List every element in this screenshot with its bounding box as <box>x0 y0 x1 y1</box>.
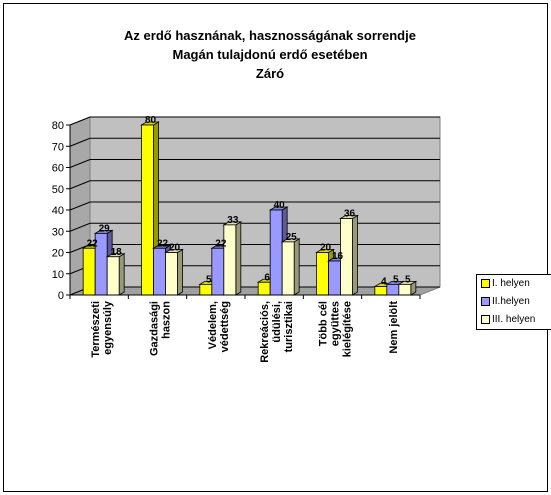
data-label: 22 <box>157 238 169 249</box>
data-label: 25 <box>286 232 298 243</box>
legend-label-2: II.helyen <box>492 296 530 307</box>
y-tick-label: 40 <box>52 205 64 217</box>
legend: I. helyen II.helyen III. helyen <box>476 274 551 330</box>
chart-title: Az erdő hasznának, hasznosságának sorren… <box>20 26 520 83</box>
x-tick-label-line: Több cél <box>318 301 330 346</box>
x-tick-label: Védelem,védettség <box>207 301 231 352</box>
x-tick-label: Több célegyütteskielégítése <box>318 301 354 357</box>
legend-label-3: III. helyen <box>492 314 536 325</box>
data-label: 5 <box>206 274 212 285</box>
bar <box>164 248 184 296</box>
y-tick-label: 50 <box>52 184 64 196</box>
bar-front <box>223 224 237 296</box>
bar-front <box>106 256 120 296</box>
bar-front <box>257 281 271 296</box>
bar-front <box>398 283 412 296</box>
bar-front <box>165 252 178 296</box>
data-label: 20 <box>169 243 181 254</box>
bar-front <box>316 252 329 296</box>
data-label: 20 <box>320 243 332 254</box>
data-label: 5 <box>405 274 411 285</box>
data-label: 40 <box>274 200 286 211</box>
legend-swatch-3 <box>481 315 490 324</box>
x-tick-label: Rekreációs,üdülési,turisztikai <box>259 301 295 363</box>
plot-background <box>69 116 441 296</box>
bar-side <box>118 253 125 296</box>
data-label: 80 <box>145 115 157 126</box>
data-label: 29 <box>99 223 111 234</box>
bar-front <box>281 241 295 296</box>
y-tick-label: 60 <box>52 163 64 175</box>
title-line-3: Záró <box>255 66 285 81</box>
x-tick-label-line: üdülési, <box>271 301 283 343</box>
gridline <box>69 201 440 211</box>
bar-front <box>211 247 225 296</box>
bar-front <box>153 247 166 296</box>
bar-front <box>141 124 154 296</box>
bar-front <box>374 286 388 296</box>
x-tick-label-line: együttes <box>330 301 342 346</box>
bar <box>397 280 418 296</box>
legend-item-3: III. helyen <box>481 314 535 328</box>
data-label: 5 <box>393 274 399 285</box>
legend-label-1: I. helyen <box>492 278 530 289</box>
title-line-2: Magán tulajdonú erdő esetében <box>172 47 368 62</box>
gridline <box>69 244 440 253</box>
bar <box>105 253 126 296</box>
y-tick-label: 30 <box>52 226 64 238</box>
legend-swatch-1 <box>481 279 490 288</box>
data-label: 22 <box>87 238 99 249</box>
title-line-1: Az erdő hasznának, hasznosságának sorren… <box>124 28 416 43</box>
data-label: 16 <box>332 251 344 262</box>
x-tick-label-line: Védelem, <box>207 301 219 349</box>
legend-swatch-2 <box>481 297 490 306</box>
x-axis: Természetiegyensúly Gazdaságihaszon Védele… <box>69 294 421 363</box>
gridline <box>69 137 440 147</box>
data-label: 6 <box>264 272 270 283</box>
y-tick-label: 20 <box>52 248 64 260</box>
data-label: 4 <box>381 277 387 288</box>
x-tick-label: Gazdaságihaszon <box>149 301 173 356</box>
data-label: 33 <box>227 215 239 226</box>
bar-side <box>352 214 358 296</box>
x-tick-label-line: Gazdasági <box>149 301 161 356</box>
x-tick-label-line: kielégítése <box>342 301 354 357</box>
legend-item-2: II.helyen <box>481 296 530 310</box>
y-tick-label: 10 <box>52 269 64 281</box>
x-tick-label: Természetiegyensúly <box>90 300 114 358</box>
bar <box>222 221 243 296</box>
y-axis: 0 10 20 30 40 50 60 70 80 <box>52 120 71 302</box>
bar-front <box>328 260 341 296</box>
legend-item-1: I. helyen <box>481 278 530 292</box>
x-tick-label: Nem jelölt <box>388 301 400 354</box>
x-tick-label-line: egyensúly <box>102 300 114 355</box>
y-tick-label: 0 <box>58 290 64 302</box>
bar-front <box>386 283 400 296</box>
x-tick-label-line: Természeti <box>90 301 102 358</box>
bar <box>280 238 301 296</box>
y-tick-label: 80 <box>52 120 64 132</box>
x-tick-label-line: Rekreációs, <box>259 301 271 363</box>
data-label: 36 <box>344 209 356 220</box>
bar-front <box>199 283 213 296</box>
y-tick-label: 70 <box>52 141 64 153</box>
x-tick-label-line: védettség <box>219 301 231 352</box>
gridline <box>69 116 440 126</box>
x-tick-label-line: haszon <box>161 301 173 339</box>
gridline <box>69 180 440 190</box>
bar-side <box>177 248 183 296</box>
bar-side <box>235 221 242 296</box>
gridline <box>69 159 440 168</box>
x-tick-label-line: Nem jelölt <box>388 301 400 354</box>
bar-side <box>293 238 300 296</box>
bars <box>81 121 418 296</box>
x-tick-label-line: turisztikai <box>283 301 295 352</box>
data-label: 22 <box>215 238 227 249</box>
gridline <box>69 222 440 232</box>
bar-front <box>269 209 283 296</box>
bar-front <box>82 247 96 296</box>
data-label: 18 <box>111 247 123 258</box>
